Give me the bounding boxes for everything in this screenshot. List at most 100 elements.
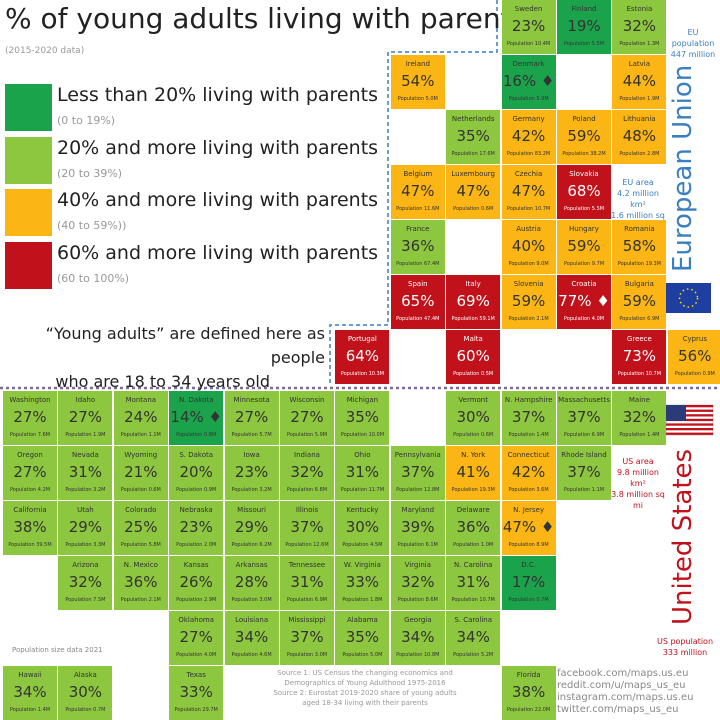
tile: Illinois 37% Population 12.6M [280, 501, 334, 555]
tile-population: Population 5.0M [342, 652, 383, 658]
tile-population: Population 5.2M [453, 652, 494, 658]
tile-value: 23% [179, 518, 213, 536]
link: reddit.com/u/maps_us_eu [557, 680, 686, 691]
tile-value: 33% [345, 573, 380, 591]
tile: Poland 59% Population 38.2M [557, 110, 611, 164]
tile: Washington 27% Population 7.6M [3, 391, 57, 445]
tile-population: Population 2.1M [508, 316, 549, 322]
tile: Georgia 34% Population 10.8M [390, 611, 445, 665]
tile-name: Pennsylvania [394, 451, 441, 459]
tile-value: 31% [345, 463, 380, 481]
note-line: who are 18 to 34 years old [55, 372, 270, 391]
tile-value: 59% [511, 292, 546, 310]
tile-name: Iowa [243, 451, 260, 459]
tile-value: 21% [124, 463, 158, 481]
tile-population: Population 1.9M [619, 96, 660, 102]
tile-name: Arkansas [235, 561, 268, 569]
tile-population: Population 19.3M [617, 261, 662, 267]
tile-population: Population 39.5M [8, 542, 52, 548]
tile-name: Delaware [456, 506, 490, 514]
tile-population: Population 6.9M [563, 432, 605, 438]
tile-value: 69% [456, 292, 490, 310]
tile-value: 34% [13, 683, 47, 701]
tile-value: 38% [511, 683, 546, 701]
tile-population: Population 3.0M [231, 597, 272, 603]
tile: Cyprus 56% Population 0.9M [667, 330, 720, 384]
tile: Italy 69% Population 59.1M [446, 275, 501, 329]
text: 447 million [670, 50, 716, 59]
tile-value: 47% [511, 182, 546, 200]
tile-population: Population 6.9M [286, 597, 328, 603]
us-label: United States [668, 448, 698, 625]
tile-value: 77% ♦ [558, 292, 610, 310]
tile: Greece 73% Population 10.7M [612, 330, 667, 384]
tile-population: Population 10.8M [396, 652, 440, 658]
tile-population: Population 5.5M [563, 41, 605, 47]
tile-name: Slovakia [569, 170, 599, 178]
tile: Wyoming 21% Population 0.6M [113, 446, 168, 500]
tile-population: Population 6.9M [619, 316, 660, 322]
tile-value: 27% [179, 628, 213, 646]
tile-population: Population 2.9M [176, 597, 217, 603]
tile-value: 65% [401, 292, 435, 310]
tile: Romania 58% Population 19.3M [612, 220, 667, 274]
tile-name: Luxembourg [451, 170, 495, 178]
tile-population: Population 10.7M [506, 206, 551, 212]
tile-name: Malta [463, 335, 483, 343]
tile-name: Lithuania [623, 115, 656, 123]
legend-swatch [5, 136, 52, 184]
eu-label: European Union [668, 64, 698, 272]
tile-population: Population 19.3M [451, 487, 495, 493]
tile-population: Population 4.0M [563, 316, 605, 322]
tile-name: Idaho [75, 396, 96, 404]
tile-population: Population 12.6M [285, 542, 329, 548]
tile-name: Alaska [73, 671, 97, 679]
tile-population: Population 10.4M [506, 41, 551, 47]
text: 333 million [662, 648, 708, 657]
tile-name: Mississippi [288, 616, 326, 624]
text: US area [622, 457, 654, 466]
tile-name: Ireland [405, 60, 430, 68]
tile-name: Louisiana [235, 616, 269, 624]
subtitle: (2015-2020 data) [5, 46, 85, 56]
tile-population: Population 5.9M [286, 432, 328, 438]
tile-population: Population 83.2M [506, 151, 551, 157]
tile-name: Denmark [512, 60, 545, 68]
tile-name: S. Dakota [179, 451, 214, 459]
tile-value: 48% [622, 127, 657, 145]
tile-value: 42% [511, 463, 546, 481]
tile: Hawaii 34% Population 1.4M [3, 666, 57, 720]
tile: Slovenia 59% Population 2.1M [501, 275, 556, 329]
tile-value: 58% [622, 237, 657, 255]
tile-population: Population 1.9M [65, 432, 106, 438]
tile-value: 28% [234, 573, 269, 591]
tile: Virginia 32% Population 8.6M [390, 556, 445, 610]
tile-name: Missouri [237, 506, 266, 514]
legend-range: (60 to 100%) [57, 271, 130, 285]
tile-name: Tennessee [288, 561, 326, 569]
tile-value: 36% [124, 573, 158, 591]
tile: Ireland 54% Population 5.0M [390, 55, 445, 109]
tile-value: 38% [13, 518, 47, 536]
tile-value: 64% [345, 347, 380, 365]
tile-value: 31% [68, 463, 103, 481]
tile-value: 16% ♦ [502, 72, 555, 90]
tile: Latvia 44% Population 1.9M [612, 55, 667, 109]
tile-population: Population 1.4M [619, 432, 660, 438]
tile-population: Population 2.8M [619, 151, 660, 157]
tile: Slovakia 68% Population 5.5M [557, 165, 611, 219]
tile-population: Population 2.1M [120, 597, 161, 603]
us-population: US population 333 million [650, 636, 720, 658]
tile-name: Austria [516, 225, 541, 233]
tile: S. Dakota 20% Population 0.9M [169, 446, 224, 500]
tile-name: Virginia [404, 561, 431, 569]
link: instagram.com/maps.us.eu [557, 692, 694, 703]
tile-name: N. York [461, 451, 486, 459]
tile: N. Mexico 36% Population 2.1M [113, 556, 168, 610]
tile: Kentucky 30% Population 4.5M [335, 501, 390, 555]
tile: Oregon 27% Population 4.2M [3, 446, 57, 500]
tile-population: Population 47.4M [396, 316, 440, 322]
tile-population: Population 6.1M [397, 542, 438, 548]
tile-value: 32% [290, 463, 324, 481]
